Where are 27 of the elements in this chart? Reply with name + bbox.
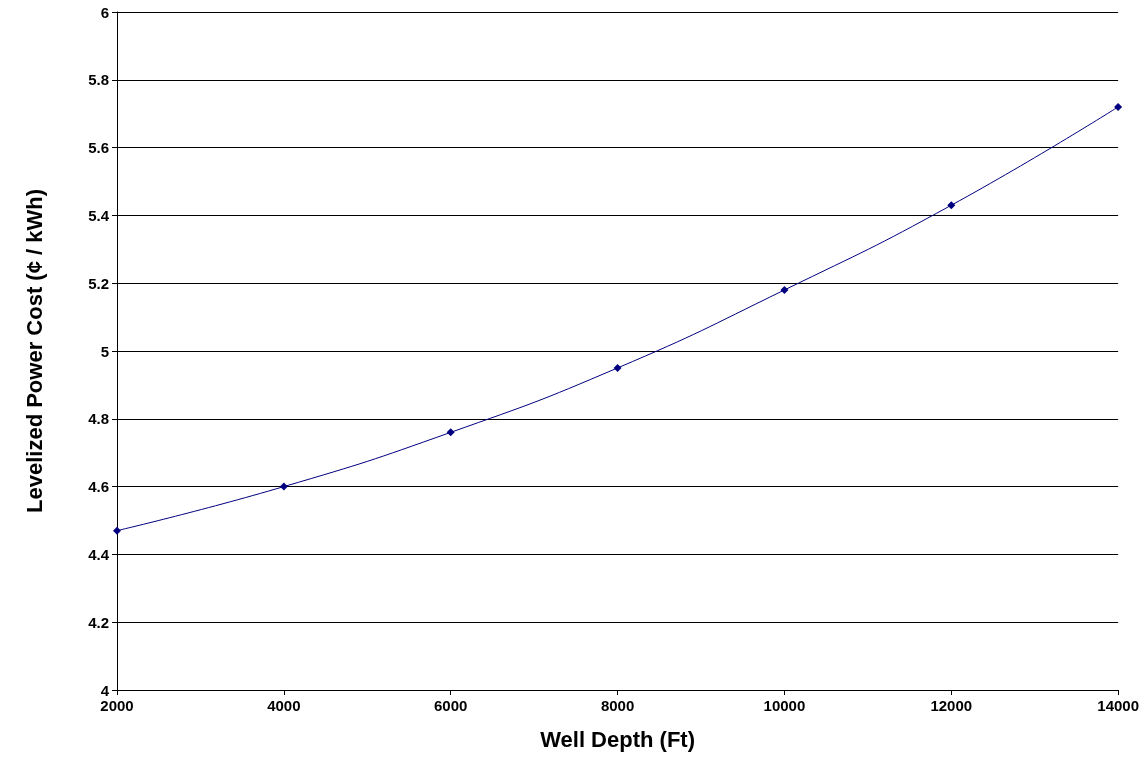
- y-tick-label: 6: [100, 3, 109, 21]
- y-tick-label: 5.2: [88, 274, 109, 292]
- point: [113, 526, 121, 535]
- y-tick-label: 5.8: [88, 71, 109, 89]
- x-tick-label: 4000: [267, 697, 301, 714]
- y-tick-label: 4.6: [88, 478, 109, 496]
- y-tick-label: 5.6: [88, 139, 109, 157]
- x-tick-label: 14000: [1097, 697, 1139, 714]
- x-tick-label: 6000: [434, 697, 468, 714]
- point: [446, 428, 455, 437]
- x-tick-label: 12000: [930, 697, 973, 714]
- y-tick-label: 4.2: [88, 613, 109, 631]
- x-tick-label: 10000: [763, 697, 806, 714]
- point: [613, 363, 622, 372]
- y-tick-label: 5.4: [88, 206, 110, 224]
- point: [947, 201, 956, 210]
- y-tick-label: 5: [100, 342, 109, 360]
- point: [279, 482, 288, 491]
- point: [1114, 102, 1123, 111]
- y-axis-title: Levelized Power Cost (¢ / kWh): [21, 189, 47, 513]
- x-tick-label: 2000: [100, 697, 134, 714]
- x-tick-label: 8000: [600, 697, 635, 714]
- x-axis-title: Well Depth (Ft): [540, 726, 695, 752]
- y-tick-label: 4.4: [88, 545, 110, 563]
- y-tick-label: 4: [100, 681, 110, 699]
- y-tick-label: 4.8: [88, 410, 109, 428]
- point: [780, 285, 789, 294]
